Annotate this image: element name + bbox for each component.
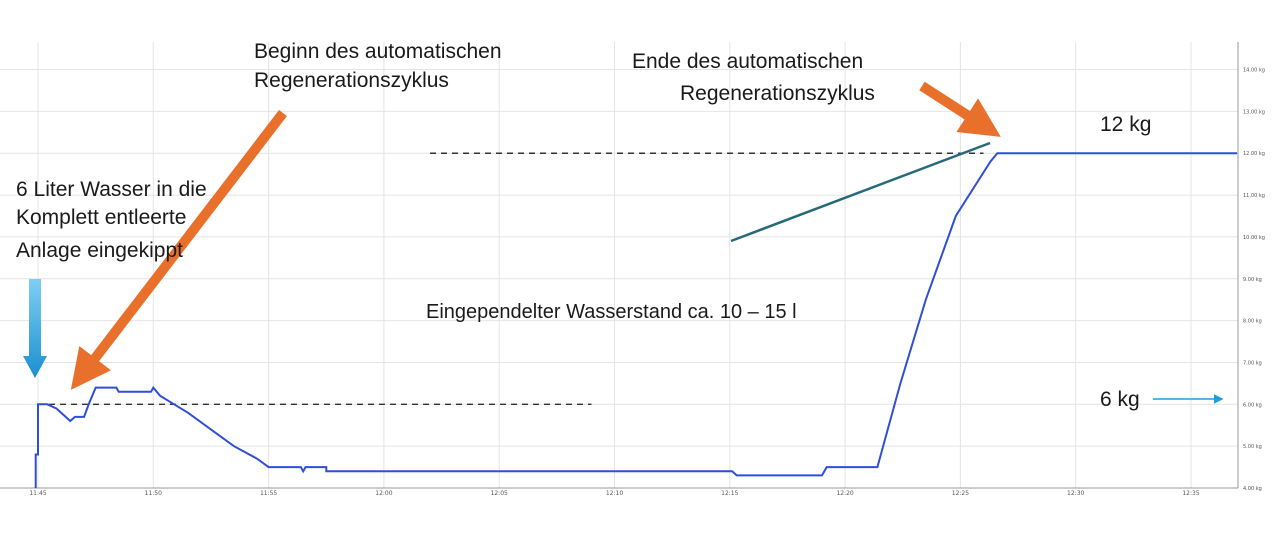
x-tick-label: 12:35 [1182, 490, 1199, 497]
y-tick-label: 6.00 kg [1243, 402, 1262, 408]
end-label-line-1: Ende des automatischen [632, 50, 863, 73]
x-tick-label: 11:55 [260, 490, 277, 497]
end-arrow [919, 81, 1001, 137]
label-12kg: 12 kg [1100, 113, 1151, 136]
x-tick-label: 12:00 [375, 490, 392, 497]
x-tick-label: 12:30 [1067, 490, 1084, 497]
y-tick-label: 10.00 kg [1243, 235, 1265, 241]
y-tick-label: 14.00 kg [1243, 68, 1265, 74]
fill-arrow [23, 279, 47, 378]
y-tick-label: 4.00 kg [1243, 486, 1262, 492]
y-tick-label: 8.00 kg [1243, 319, 1262, 325]
x-tick-label: 12:20 [836, 490, 853, 497]
y-tick-label: 11.00 kg [1243, 193, 1265, 199]
level-label: Eingependelter Wasserstand ca. 10 – 15 l [426, 301, 797, 323]
start-label-line-2: Regenerationszyklus [254, 69, 449, 92]
label-6kg: 6 kg [1100, 388, 1140, 411]
series [34, 152, 1238, 488]
x-tick-label: 12:25 [952, 490, 969, 497]
series-line [34, 152, 1238, 488]
y-tick-label: 9.00 kg [1243, 277, 1262, 283]
start-label-line-1: Beginn des automatischen [254, 40, 502, 63]
y-axis: 4.00 kg 5.00 kg 6.00 kg 7.00 kg 8.00 kg 9.00 … [1243, 68, 1265, 492]
x-axis: 11:45 11:50 11:55 12:00 12:05 12:10 12:15 12:20… [29, 490, 1199, 497]
x-tick-label: 11:50 [145, 490, 162, 497]
y-tick-label: 5.00 kg [1243, 444, 1262, 450]
start-arrow [70, 109, 287, 390]
y-tick-label: 13.00 kg [1243, 109, 1265, 115]
x-tick-label: 12:05 [491, 490, 508, 497]
x-tick-label: 11:45 [29, 490, 46, 497]
fill-label-line-3: Anlage eingekippt [16, 239, 183, 262]
fill-label-line-2: Komplett entleerte [16, 206, 186, 229]
x-tick-label: 12:10 [606, 490, 623, 497]
x-tick-label: 12:15 [721, 490, 738, 497]
teal-arrow [730, 141, 991, 243]
grid [0, 42, 1239, 489]
fill-label-line-1: 6 Liter Wasser in die [16, 178, 207, 201]
y-tick-label: 7.00 kg [1243, 360, 1262, 366]
end-label-line-2: Regenerationszyklus [680, 82, 875, 105]
y-tick-label: 12.00 kg [1243, 151, 1265, 157]
reference-lines [38, 152, 984, 406]
